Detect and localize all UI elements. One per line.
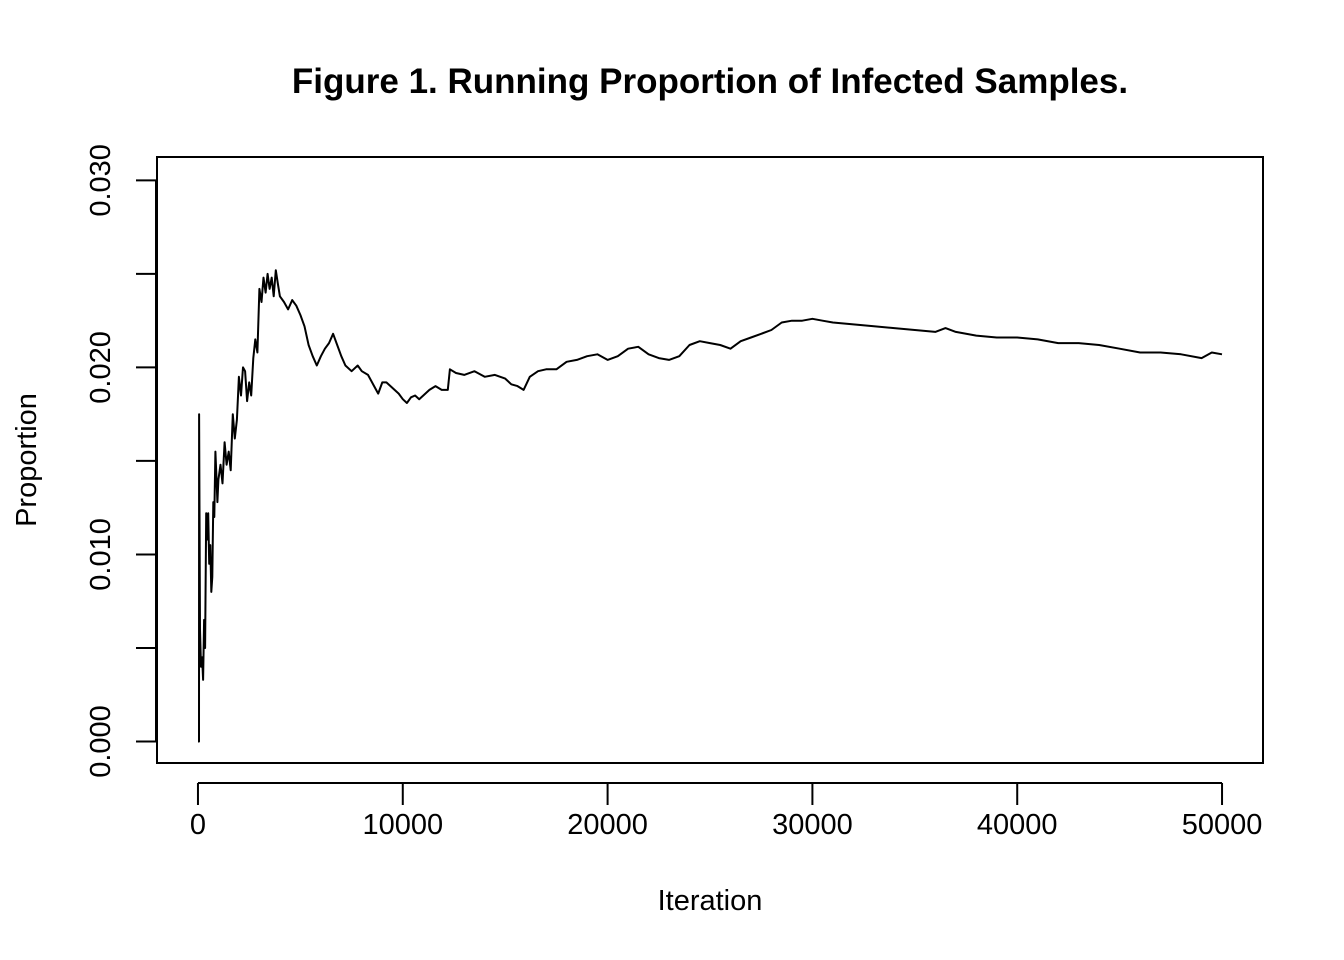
- x-tick-label: 40000: [977, 809, 1058, 841]
- series-line: [198, 269, 1223, 743]
- y-tick-label: 0.020: [85, 331, 117, 404]
- x-tick-label: 10000: [362, 809, 443, 841]
- x-tick-label: 20000: [567, 809, 648, 841]
- chart-title: Figure 1. Running Proportion of Infected…: [292, 62, 1128, 101]
- x-tick-label: 30000: [772, 809, 853, 841]
- x-axis: 0 10000 20000 30000 40000 50000: [190, 782, 1263, 841]
- y-axis: 0.000 0.010 0.020 0.030: [85, 144, 157, 778]
- plot-frame: [156, 156, 1264, 764]
- y-tick-label: 0.010: [85, 518, 117, 591]
- y-axis-title: Proportion: [11, 393, 43, 527]
- x-tick-label: 0: [190, 809, 206, 841]
- x-axis-title: Iteration: [658, 885, 763, 917]
- x-tick-label: 50000: [1182, 809, 1263, 841]
- y-tick-label: 0.030: [85, 144, 117, 217]
- y-tick-label: 0.000: [85, 705, 117, 778]
